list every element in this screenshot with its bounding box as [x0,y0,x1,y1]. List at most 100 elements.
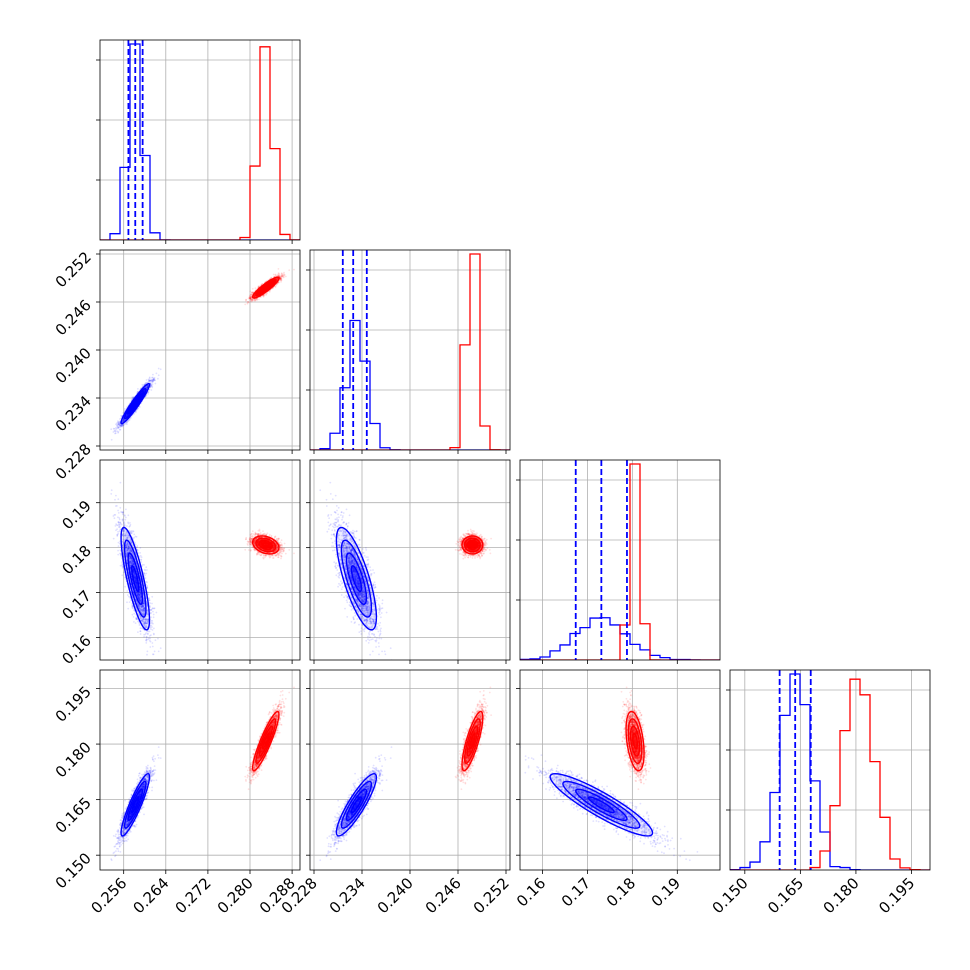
sample-point [135,411,137,414]
sample-point [257,292,260,295]
sample-point [117,422,119,424]
sample-point [250,298,253,300]
sample-point [257,292,260,295]
sample-point [258,298,260,301]
sample-point [276,278,278,280]
sample-point [152,380,155,382]
sample-point [253,294,256,297]
sample-point [279,278,282,280]
sample-point [276,278,278,280]
sample-point [143,383,145,386]
sample-point [249,290,252,293]
sample-point [148,380,151,383]
sample-point [114,429,117,432]
sample-point [117,426,119,428]
sample-point [130,417,132,419]
sample-point [123,407,126,410]
sample-point [119,424,122,427]
sample-point [142,391,144,394]
sample-point [151,383,154,386]
sample-point [117,421,120,424]
sample-point [142,391,145,394]
sample-point [256,298,258,300]
sample-point [151,378,153,381]
sample-point [265,294,268,296]
sample-point [280,277,283,280]
sample-point [141,383,144,386]
sample-point [142,391,145,394]
sample-point [155,372,158,375]
sample-point [249,297,252,300]
sample-point [143,383,146,386]
sample-point [293,268,295,271]
sample-point [262,295,265,298]
sample-point [248,294,251,297]
sample-point [272,281,275,283]
sample-point [249,296,252,298]
sample-point [251,291,253,294]
sample-point [268,290,271,293]
sample-point [142,391,145,394]
sample-point [112,427,115,430]
sample-point [283,271,285,274]
sample-point [119,428,122,431]
sample-point [125,415,128,418]
sample-point [250,295,253,298]
sample-point [257,292,259,295]
sample-point [250,299,253,301]
sample-point [122,418,125,421]
sample-point [146,381,149,384]
sample-point [122,419,125,421]
sample-point [254,295,256,298]
sample-point [150,389,153,391]
sample-point [159,368,162,371]
sample-point [136,391,139,393]
sample-point [116,424,118,426]
sample-point [277,281,280,284]
sample-point [125,421,128,424]
sample-point [148,379,150,381]
sample-point [275,278,278,280]
sample-point [119,425,122,428]
sample-point [126,414,129,417]
sample-point [142,391,145,393]
sample-point [120,425,122,428]
sample-point [131,396,134,399]
sample-point [117,431,119,434]
sample-point [258,285,260,288]
sample-point [253,294,256,297]
sample-point [249,296,252,299]
sample-point [261,283,263,285]
sample-point [257,292,259,295]
sample-point [122,412,125,414]
sample-point [117,420,119,422]
sample-point [152,379,155,382]
sample-point [125,415,128,417]
sample-point [115,423,117,426]
sample-point [251,291,254,294]
sample-point [255,297,258,300]
sample-point [146,386,148,389]
sample-point [114,432,116,435]
sample-point [256,299,259,301]
sample-point [280,274,283,277]
sample-point [282,276,285,279]
sample-point [250,297,252,299]
sample-point [278,274,280,277]
sample-point [150,383,152,386]
sample-point [147,393,150,395]
sample-point [253,299,256,302]
sample-point [272,280,275,283]
sample-point [283,273,286,276]
sample-point [279,277,282,280]
sample-point [127,413,129,416]
sample-point [132,396,135,399]
sample-point [122,425,124,427]
sample-point [253,295,256,298]
sample-point [281,273,284,276]
sample-point [253,298,256,301]
sample-point [128,419,130,421]
sample-point [150,385,152,387]
sample-point [154,379,156,382]
sample-point [115,428,117,430]
